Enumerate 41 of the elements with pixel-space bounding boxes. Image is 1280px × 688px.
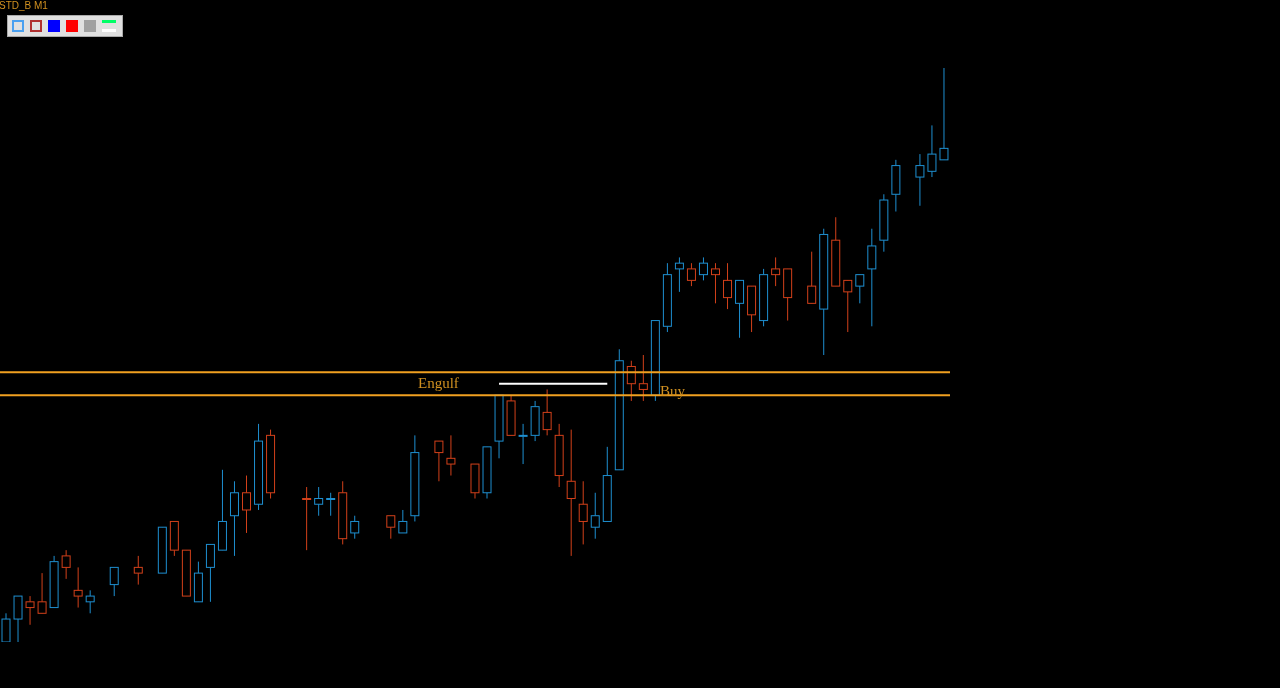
candlestick [638, 354, 648, 402]
candlestick [939, 68, 949, 161]
candlestick [326, 492, 336, 517]
candlestick [434, 440, 444, 482]
chart-title: STD_B M1 [0, 0, 48, 12]
candlestick [350, 515, 360, 540]
candlestick [590, 492, 600, 540]
candlestick [566, 429, 576, 557]
candlestick [398, 509, 408, 534]
candlestick [723, 262, 733, 310]
candlestick [686, 262, 696, 287]
candlestick [229, 480, 239, 557]
candlestick [13, 595, 23, 642]
annotation: Engulf [418, 375, 459, 392]
candlestick [674, 256, 684, 293]
candlestick [446, 434, 456, 477]
candlestick [735, 279, 745, 339]
candlestick [242, 475, 252, 534]
candlestick [518, 423, 528, 465]
candlestick [915, 153, 925, 207]
candlestick [314, 486, 324, 517]
candlestick [927, 124, 937, 178]
candlestick [843, 279, 853, 333]
candlestick [855, 274, 865, 304]
candlestick [710, 262, 720, 304]
candlestick [698, 256, 708, 281]
candlestick [867, 228, 877, 327]
candlestick [109, 566, 119, 597]
candlestick [37, 572, 47, 614]
candlestick [85, 589, 95, 614]
candlestick [578, 480, 588, 545]
candlestick [771, 256, 781, 287]
candlestick [73, 566, 83, 609]
candlestick [205, 543, 215, 603]
candlestick [542, 388, 552, 436]
candlestick [61, 549, 71, 580]
candlestick [386, 515, 396, 540]
candlestick [133, 555, 143, 586]
candlestick [25, 595, 35, 626]
candlestick [302, 486, 312, 551]
candlestick [807, 251, 817, 304]
